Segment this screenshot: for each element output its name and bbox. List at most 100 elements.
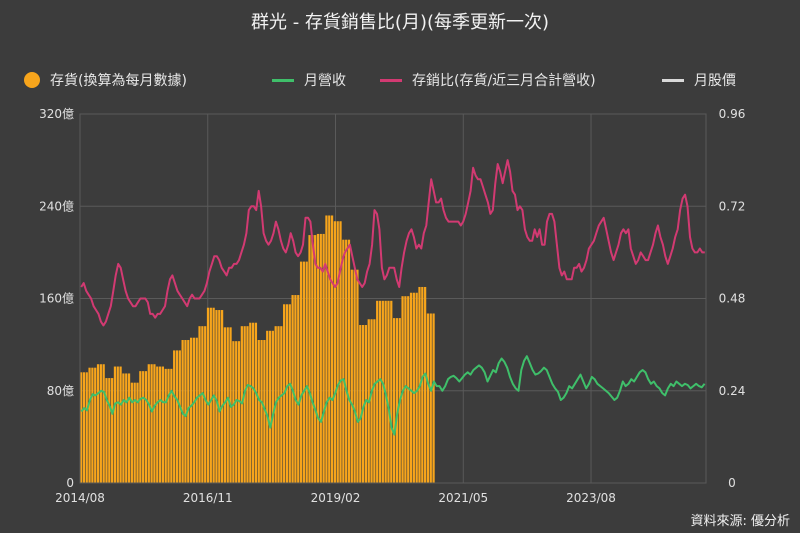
inventory-bar <box>297 295 300 483</box>
legend-label-ratio: 存銷比(存貨/近三月合計營收) <box>412 73 596 89</box>
inventory-bar <box>156 366 159 483</box>
y-left-tick-label: 240億 <box>39 199 74 213</box>
inventory-bar <box>99 364 102 483</box>
inventory-bar <box>173 350 176 483</box>
inventory-bar <box>308 235 311 483</box>
x-tick-label: 2016/11 <box>183 491 233 505</box>
inventory-bar <box>378 300 382 483</box>
inventory-bar <box>158 366 162 483</box>
y-right-tick-label: 0 <box>728 476 736 490</box>
inventory-bar <box>108 378 111 483</box>
inventory-bar <box>105 378 108 483</box>
inventory-bar <box>336 221 339 483</box>
inventory-bar <box>387 300 390 483</box>
inventory-bar <box>342 239 345 483</box>
inventory-bar <box>232 341 235 483</box>
inventory-bar <box>314 235 317 483</box>
inventory-bar <box>268 330 272 483</box>
inventory-bar <box>415 292 418 483</box>
inventory-bar <box>263 340 266 483</box>
inventory-bar <box>226 327 229 483</box>
y-left-tick-label: 0 <box>66 476 74 490</box>
inventory-bar <box>421 286 424 483</box>
x-tick-label: 2023/08 <box>566 491 616 505</box>
y-left-tick-label: 320億 <box>39 107 74 121</box>
inventory-bar <box>288 304 291 483</box>
legend-label-revenue: 月營收 <box>304 73 346 89</box>
inventory-bar <box>96 364 100 483</box>
inventory-bar <box>407 296 410 483</box>
inventory-bar <box>223 327 227 483</box>
inventory-bar <box>345 239 348 483</box>
inventory-bar <box>164 368 167 483</box>
inventory-bar <box>254 322 258 483</box>
inventory-bar <box>299 261 303 483</box>
inventory-bar <box>294 295 297 483</box>
inventory-bar <box>350 269 353 483</box>
inventory-bar <box>204 326 207 483</box>
legend-swatch-inventory <box>24 72 40 88</box>
y-right-tick-label: 0.48 <box>719 292 746 306</box>
inventory-bar <box>381 300 384 483</box>
inventory-bar <box>136 382 139 483</box>
inventory-bar <box>139 371 142 483</box>
inventory-bar <box>82 372 86 483</box>
y-right-tick-label: 0.72 <box>719 199 746 213</box>
inventory-bar <box>370 319 373 483</box>
inventory-bar <box>215 310 218 483</box>
legend-item-revenue[interactable]: 月營收 <box>272 70 346 90</box>
legend-label-inventory: 存貨(換算為每月數據) <box>50 73 187 89</box>
inventory-bar <box>409 292 413 483</box>
inventory-bar <box>209 307 212 483</box>
inventory-bar <box>347 239 351 483</box>
inventory-bar <box>240 326 243 483</box>
inventory-bar <box>119 366 122 483</box>
inventory-bar <box>246 326 249 483</box>
inventory-bar <box>150 364 153 483</box>
inventory-bar <box>302 261 305 483</box>
inventory-bar <box>260 340 263 483</box>
inventory-bar <box>305 261 308 483</box>
inventory-bar <box>328 215 331 483</box>
x-tick-label: 2014/08 <box>55 491 105 505</box>
inventory-bar <box>198 326 201 483</box>
inventory-bar <box>277 326 280 483</box>
inventory-bar <box>125 373 128 483</box>
inventory-bar <box>175 350 179 483</box>
inventory-bar <box>316 233 320 483</box>
source-credit: 資料來源: 優分析 <box>690 514 790 529</box>
legend-item-inventory[interactable]: 存貨(換算為每月數據) <box>24 70 187 90</box>
inventory-bar <box>170 368 173 483</box>
inventory-bar <box>201 326 204 483</box>
inventory-bar <box>122 373 125 483</box>
inventory-bar <box>404 296 407 483</box>
legend-item-price[interactable]: 月股價 <box>662 70 736 90</box>
legend-item-ratio[interactable]: 存銷比(存貨/近三月合計營收) <box>380 70 596 90</box>
inventory-bar <box>235 341 238 483</box>
inventory-bar <box>311 235 314 483</box>
legend-swatch-revenue <box>272 78 294 82</box>
inventory-bar <box>127 373 131 483</box>
inventory-bar <box>359 325 362 483</box>
legend-swatch-ratio <box>380 78 402 82</box>
plot-border <box>79 113 707 484</box>
ratio-line <box>80 159 705 327</box>
legend-swatch-price <box>662 78 684 82</box>
inventory-bar <box>325 215 328 483</box>
chart-legend: 存貨(換算為每月數據) 月營收 存銷比(存貨/近三月合計營收) 月股價 <box>0 70 800 90</box>
inventory-bar <box>361 325 365 483</box>
inventory-bar <box>395 318 399 483</box>
inventory-bar <box>189 337 193 483</box>
inventory-bar <box>373 319 376 483</box>
inventory-bar <box>432 313 435 483</box>
inventory-bar <box>412 292 415 483</box>
inventory-bar <box>319 233 322 483</box>
inventory-bar <box>130 382 133 483</box>
inventory-bar <box>111 378 114 483</box>
inventory-bar <box>147 364 150 483</box>
inventory-bar <box>243 326 246 483</box>
revenue-line <box>80 355 706 436</box>
inventory-bar <box>424 286 427 483</box>
